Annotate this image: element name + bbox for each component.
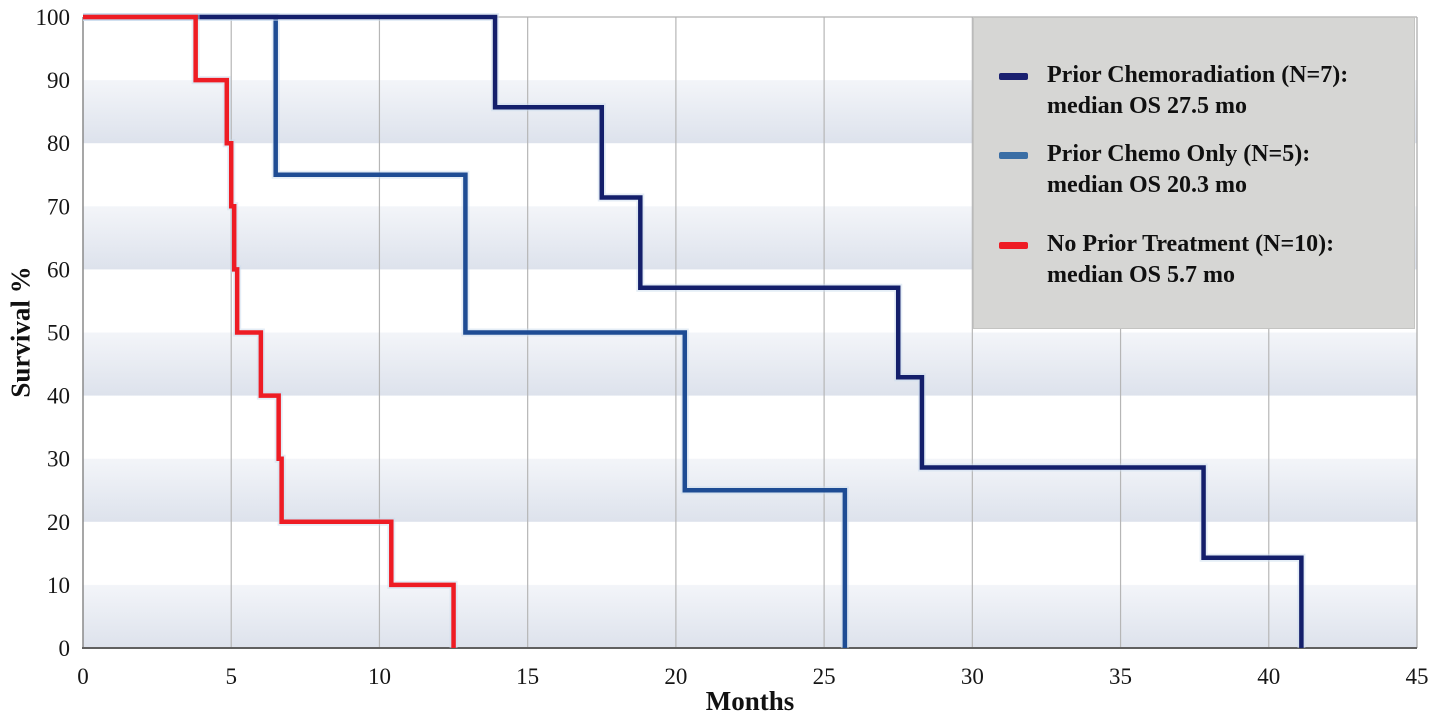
y-tick-label-30: 30 xyxy=(47,447,70,472)
x-tick-label-0: 0 xyxy=(77,664,89,689)
legend-entry-no-prior-treatment: No Prior Treatment (N=10): median OS 5.7 … xyxy=(999,229,1404,291)
y-tick-label-10: 10 xyxy=(47,573,70,598)
survival-band xyxy=(83,332,1417,396)
y-tick-label-0: 0 xyxy=(59,636,71,661)
legend-text-prior-chemoradiation: Prior Chemoradiation (N=7): median OS 27.… xyxy=(1047,60,1348,122)
legend-median-label: median OS 27.5 mo xyxy=(1047,93,1248,119)
legend-swatch-no-prior-treatment xyxy=(999,242,1028,249)
x-tick-label-5: 5 xyxy=(225,664,237,689)
y-tick-label-70: 70 xyxy=(47,194,70,219)
y-axis-title: Survival % xyxy=(5,266,36,398)
legend-label: No Prior Treatment (N=10): xyxy=(1047,231,1335,257)
y-tick-label-90: 90 xyxy=(47,68,70,93)
y-tick-label-50: 50 xyxy=(47,321,70,346)
x-tick-label-40: 40 xyxy=(1257,664,1280,689)
x-tick-label-25: 25 xyxy=(813,664,836,689)
y-tick-label-20: 20 xyxy=(47,510,70,535)
x-tick-label-15: 15 xyxy=(516,664,539,689)
x-tick-label-20: 20 xyxy=(664,664,687,689)
legend-entry-prior-chemo-only: Prior Chemo Only (N=5): median OS 20.3 mo xyxy=(999,139,1404,201)
legend-median-label: median OS 5.7 mo xyxy=(1047,262,1236,288)
survival-band xyxy=(83,584,1417,648)
series-curve-prior-chemo-only xyxy=(83,14,848,648)
x-tick-label-45: 45 xyxy=(1406,664,1429,689)
legend-text-no-prior-treatment: No Prior Treatment (N=10): median OS 5.7 … xyxy=(1047,229,1334,291)
legend-label: Prior Chemo Only (N=5): xyxy=(1047,141,1311,167)
series-curve-no-prior-treatment xyxy=(83,14,456,648)
x-axis-title: Months xyxy=(705,686,795,712)
legend-swatch-prior-chemoradiation xyxy=(999,73,1028,80)
x-tick-label-30: 30 xyxy=(961,664,984,689)
legend-label: Prior Chemoradiation (N=7): xyxy=(1047,62,1349,88)
y-tick-label-40: 40 xyxy=(47,384,70,409)
series-curve-prior-chemoradiation xyxy=(83,14,1304,648)
legend-swatch-prior-chemo-only xyxy=(999,152,1028,159)
legend-text-prior-chemo-only: Prior Chemo Only (N=5): median OS 20.3 mo xyxy=(1047,139,1310,201)
y-tick-label-60: 60 xyxy=(47,257,70,282)
x-tick-label-35: 35 xyxy=(1109,664,1132,689)
x-tick-label-10: 10 xyxy=(368,664,391,689)
y-tick-label-80: 80 xyxy=(47,131,70,156)
y-tick-label-100: 100 xyxy=(36,5,71,30)
legend: Prior Chemoradiation (N=7): median OS 27.… xyxy=(973,17,1415,329)
legend-median-label: median OS 20.3 mo xyxy=(1047,172,1248,198)
legend-entry-prior-chemoradiation: Prior Chemoradiation (N=7): median OS 27.… xyxy=(999,60,1404,122)
